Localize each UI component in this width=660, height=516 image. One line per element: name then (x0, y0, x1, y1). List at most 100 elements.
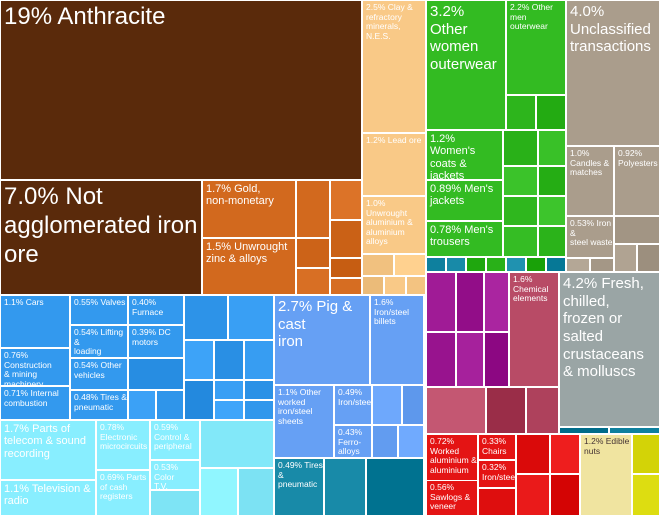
treemap-minor-cell (466, 257, 486, 272)
treemap-cell: 19% Anthracite (0, 0, 362, 180)
treemap-cell-label: 0.54% Other vehicles (74, 360, 122, 380)
treemap-minor-cell (296, 180, 330, 238)
treemap-cell: 1.1% Cars (0, 295, 70, 348)
treemap-minor-cell (637, 244, 660, 272)
treemap-minor-cell (590, 258, 614, 272)
treemap-cell-label: 1.2% Edible nuts (584, 436, 630, 456)
treemap-cell: 0.40% Furnace (128, 295, 184, 325)
treemap-minor-cell (538, 166, 566, 196)
treemap-minor-cell (244, 400, 274, 420)
treemap-minor-cell (503, 196, 538, 226)
treemap-cell-label: 0.55% Valves (74, 297, 126, 307)
treemap-minor-cell (503, 166, 538, 196)
treemap-minor-cell (632, 474, 660, 516)
treemap-minor-cell (228, 295, 274, 340)
treemap-cell-label: 4.0% Unclassified transactions (570, 3, 651, 56)
treemap-cell-label: 0.78% Men's trousers (430, 224, 494, 249)
treemap-cell: 1.0% Unwrought aluminium & aluminium all… (362, 196, 426, 254)
treemap-minor-cell (538, 196, 566, 226)
treemap-cell-label: 0.33% Chairs (482, 436, 507, 456)
treemap-minor-cell (456, 272, 484, 332)
treemap-minor-cell (456, 332, 484, 387)
treemap-cell-label: 0.56% Sawlogs & veneer (430, 482, 471, 512)
treemap-minor-cell (184, 295, 228, 340)
treemap-cell: 1.2% Lead ore (362, 133, 426, 196)
treemap-minor-cell (238, 468, 274, 516)
treemap-minor-cell (486, 387, 526, 434)
treemap-minor-cell (244, 380, 274, 400)
treemap-cell: 2.5% Clay & refractory minerals, N.E.S. (362, 0, 426, 133)
treemap-cell: 1.6% Iron/steel billets (370, 295, 424, 385)
treemap-cell-label: 1.0% Unwrought aluminium & aluminium all… (366, 198, 413, 247)
treemap-minor-cell (372, 425, 398, 458)
treemap-minor-cell (184, 340, 214, 380)
treemap-minor-cell (384, 276, 406, 295)
treemap-cell-label: 1.1% Other worked iron/steel sheets (278, 387, 321, 426)
treemap-cell: 0.48% Tires & pneumatic (70, 390, 128, 420)
treemap-minor-cell (330, 278, 362, 295)
treemap-minor-cell (486, 257, 506, 272)
treemap-minor-cell (538, 130, 566, 166)
treemap-minor-cell (214, 340, 244, 380)
treemap-cell: 1.7% Parts of telecom & sound recording (0, 420, 96, 480)
treemap-cell: 0.49% Tires & pneumatic (274, 458, 324, 516)
treemap-cell: 0.54% Lifting & loading (70, 325, 128, 358)
treemap-cell: 7.0% Not agglomerated iron ore (0, 180, 202, 295)
treemap-minor-cell (406, 276, 426, 295)
treemap-minor-cell (516, 474, 550, 516)
treemap-minor-cell (550, 474, 580, 516)
treemap-minor-cell (200, 420, 274, 468)
treemap-cell: 1.7% Gold, non-monetary (202, 180, 296, 238)
treemap-minor-cell (398, 425, 424, 458)
treemap-minor-cell (446, 257, 466, 272)
treemap-cell-label: 0.78% Electronic microcircuits (100, 422, 148, 452)
treemap-minor-cell (296, 268, 330, 295)
treemap-cell-label: 1.1% Television & radio (4, 483, 91, 508)
treemap-cell: 1.6% Chemical elements (509, 272, 559, 387)
treemap-cell-label: 1.7% Parts of telecom & sound recording (4, 423, 86, 460)
treemap-minor-cell (546, 257, 566, 272)
treemap-cell: 0.92% Polyesters (614, 146, 660, 216)
treemap-cell: 1.2% Women's coats & jackets (426, 130, 503, 180)
treemap-cell-label: 0.49% Tires & pneumatic (278, 460, 323, 490)
treemap-minor-cell (362, 276, 384, 295)
treemap-cell: 0.49% Iron/steel (334, 385, 372, 425)
treemap-cell-label: 0.76% Construction & mining machinery (4, 350, 52, 386)
treemap-cell-label: 1.7% Gold, non-monetary (206, 183, 274, 208)
treemap-cell-label: 1.6% Chemical elements (513, 274, 549, 304)
treemap-cell: 0.78% Men's trousers (426, 221, 503, 257)
treemap-minor-cell (402, 385, 424, 425)
treemap-cell-label: 0.92% Polyesters (618, 148, 658, 168)
treemap-cell-label: 0.49% Iron/steel (338, 387, 372, 407)
treemap-cell-label: 4.2% Fresh, chilled, frozen or salted cr… (563, 275, 644, 381)
treemap-cell-label: 7.0% Not agglomerated iron ore (4, 183, 198, 268)
treemap-cell: 0.78% Electronic microcircuits (96, 420, 150, 470)
treemap-minor-cell (526, 257, 546, 272)
treemap-cell-label: 1.0% Candles & matches (570, 148, 610, 178)
treemap-cell: 0.33% Chairs (478, 434, 516, 460)
treemap-minor-cell (200, 468, 238, 516)
treemap-minor-cell (426, 257, 446, 272)
treemap-cell: 0.55% Valves (70, 295, 128, 325)
treemap-cell-label: 0.48% Tires & pneumatic (74, 392, 127, 412)
treemap-cell: 0.72% Worked aluminium & aluminium (426, 434, 478, 486)
treemap-cell: 0.71% Internal combustion (0, 386, 70, 420)
treemap-minor-cell (426, 272, 456, 332)
treemap-minor-cell (506, 257, 526, 272)
treemap-minor-cell (128, 358, 184, 390)
treemap-cell-label: 0.54% Lifting & loading (74, 327, 124, 357)
treemap-cell-label: 0.69% Parts of cash registers (100, 472, 147, 502)
treemap-minor-cell (214, 380, 244, 400)
treemap-cell-label: 3.2% Other women outerwear (430, 3, 497, 74)
treemap-minor-cell (128, 390, 156, 420)
treemap-cell-label: 19% Anthracite (4, 3, 166, 30)
treemap-minor-cell (609, 427, 660, 434)
treemap-minor-cell (394, 254, 426, 276)
treemap-minor-cell (426, 332, 456, 387)
treemap-cell: 1.0% Candles & matches (566, 146, 614, 216)
treemap-minor-cell (550, 434, 580, 474)
treemap-minor-cell (526, 387, 559, 434)
treemap-cell: 1.5% Unwrought zinc & alloys (202, 238, 296, 295)
treemap-minor-cell (330, 258, 362, 278)
